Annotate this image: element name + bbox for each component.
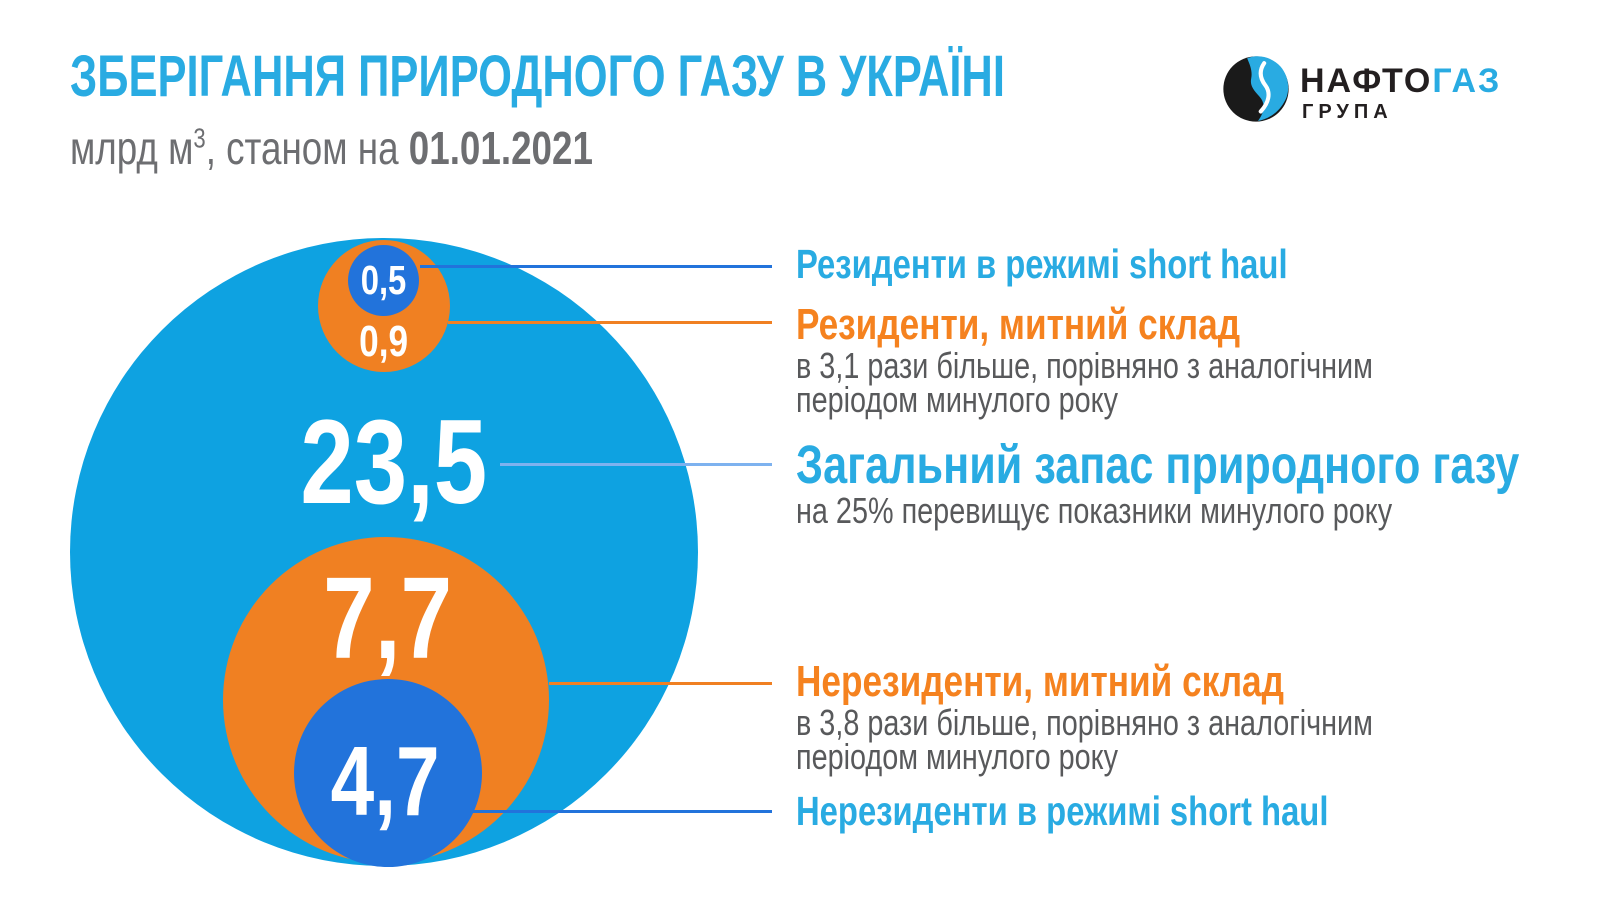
annotation-residents-customs: Резиденти, митний склад в 3,1 рази більш… [796, 300, 1373, 420]
bubble-value-residents-customs: 0,9 [359, 317, 409, 366]
connector-nonresidents-customs [549, 682, 772, 685]
annotation-note-line: в 3,8 рази більше, порівняно з аналогічн… [796, 702, 1373, 743]
annotation-note-line: на 25% перевищує показники минулого року [796, 490, 1393, 531]
annotation-residents-shorthaul: Резиденти в режимі short haul [796, 244, 1288, 285]
annotation-heading: Нерезиденти в режимі short haul [796, 788, 1329, 834]
residents-shorthaul-circle [348, 245, 419, 316]
annotation-heading: Нерезиденти, митний склад [796, 657, 1284, 706]
connector-nonresidents-shorthaul [472, 810, 772, 813]
annotation-note-line: періодом минулого року [796, 736, 1118, 777]
subtitle-superscript: 3 [193, 122, 206, 154]
bubble-value-residents-shorthaul: 0,5 [360, 257, 406, 303]
annotation-nonresidents-shorthaul: Нерезиденти в режимі short haul [796, 791, 1328, 832]
page-subtitle: млрд м3, станом на 01.01.2021 [70, 123, 593, 174]
naftogaz-logo-icon [1223, 56, 1289, 122]
subtitle-middle: , станом на [205, 122, 409, 174]
page-title: ЗБЕРІГАННЯ ПРИРОДНОГО ГАЗУ В УКРАЇНІ [70, 44, 1005, 109]
connector-total-gas [500, 463, 772, 466]
logo-text-blue: ГАЗ [1432, 62, 1502, 100]
naftogaz-logo-wordmark: НАФТОГАЗ [1300, 64, 1501, 98]
bubble-value-total: 23,5 [300, 395, 488, 529]
nonresidents-shorthaul-circle [294, 679, 482, 867]
annotation-notes: в 3,1 рази більше, порівняно з аналогічн… [796, 345, 1373, 420]
connector-residents-customs [448, 321, 772, 324]
annotation-heading: Резиденти, митний склад [796, 300, 1241, 349]
annotation-heading: Резиденти в режимі short haul [796, 241, 1288, 287]
annotation-note-line: в 3,1 рази більше, порівняно з аналогічн… [796, 345, 1373, 386]
bubble-value-nonresidents-customs: 7,7 [323, 553, 453, 683]
annotation-nonresidents-customs: Нерезиденти, митний склад в 3,8 рази біл… [796, 657, 1373, 777]
annotation-notes: в 3,8 рази більше, порівняно з аналогічн… [796, 702, 1373, 777]
connector-residents-shorthaul [420, 265, 772, 268]
logo-group-label: ГРУПА [1302, 101, 1393, 123]
bubble-value-nonresidents-shorthaul: 4,7 [330, 726, 440, 836]
subtitle-unit: млрд м [70, 122, 194, 174]
annotation-notes: на 25% перевищує показники минулого року [796, 490, 1519, 531]
annotation-heading: Загальний запас природного газу [796, 435, 1520, 495]
annotation-note-line: періодом минулого року [796, 379, 1118, 420]
logo-text-black: НАФТО [1300, 62, 1433, 100]
annotation-total-gas: Загальний запас природного газу на 25% п… [796, 435, 1520, 531]
subtitle-date: 01.01.2021 [408, 122, 593, 174]
